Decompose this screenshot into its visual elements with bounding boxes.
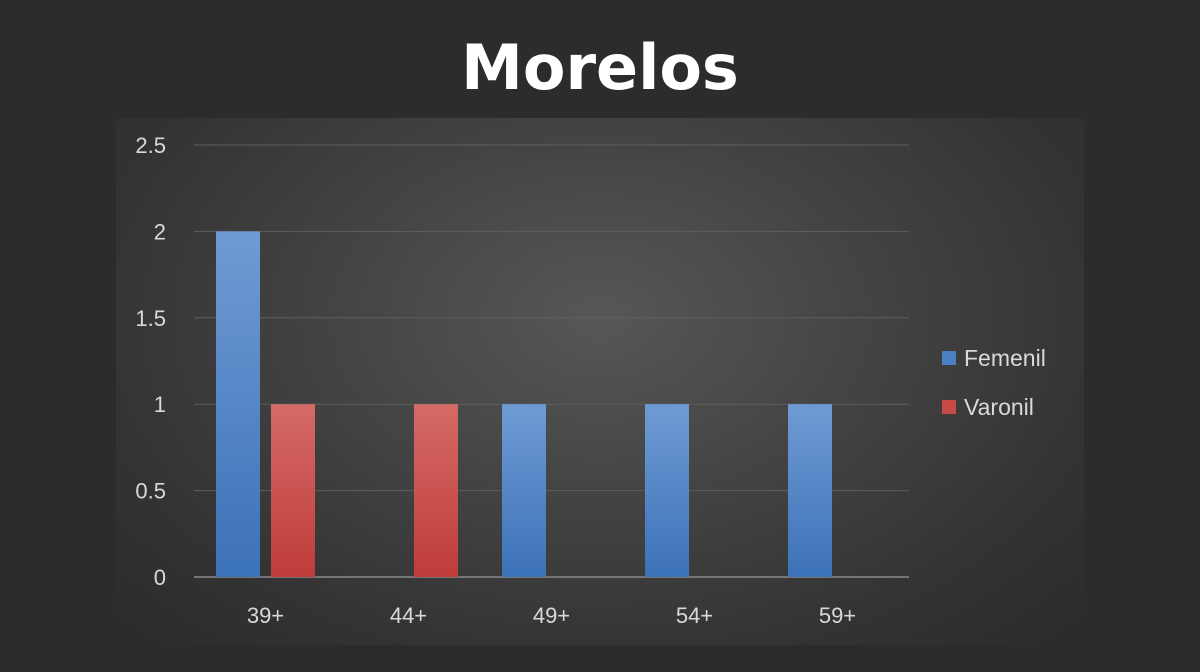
bar-varonil-39plus	[271, 404, 315, 577]
bar-femenil-54plus	[645, 404, 689, 577]
x-tick-label: 39+	[247, 603, 284, 628]
y-tick-label: 2.5	[135, 133, 166, 158]
bar-chart: 0 0.5 1 1.5 2 2.5 39+ 44+ 49+ 54+ 59+ Femenil Varo…	[135, 133, 1046, 628]
chart-title: Morelos	[461, 31, 739, 104]
legend-label-femenil: Femenil	[964, 345, 1046, 371]
y-tick-label: 0	[154, 565, 166, 590]
legend: Femenil Varonil	[942, 345, 1046, 420]
x-axis-tick-labels: 39+ 44+ 49+ 54+ 59+	[247, 603, 856, 628]
y-tick-label: 2	[154, 219, 166, 244]
bar-femenil-49plus	[502, 404, 546, 577]
legend-swatch-femenil	[942, 351, 956, 365]
x-tick-label: 44+	[390, 603, 427, 628]
x-tick-label: 54+	[676, 603, 713, 628]
y-axis-tick-labels: 0 0.5 1 1.5 2 2.5	[135, 133, 166, 590]
bar-femenil-39plus	[216, 231, 260, 577]
legend-label-varonil: Varonil	[964, 394, 1034, 420]
y-tick-label: 1.5	[135, 306, 166, 331]
x-tick-label: 49+	[533, 603, 570, 628]
bar-varonil-44plus	[414, 404, 458, 577]
chart-panel: 0 0.5 1 1.5 2 2.5 39+ 44+ 49+ 54+ 59+ Femenil Varo…	[116, 118, 1084, 645]
x-tick-label: 59+	[819, 603, 856, 628]
legend-swatch-varonil	[942, 400, 956, 414]
y-tick-label: 1	[154, 392, 166, 417]
bars	[216, 231, 832, 577]
y-tick-label: 0.5	[135, 479, 166, 504]
bar-femenil-59plus	[788, 404, 832, 577]
